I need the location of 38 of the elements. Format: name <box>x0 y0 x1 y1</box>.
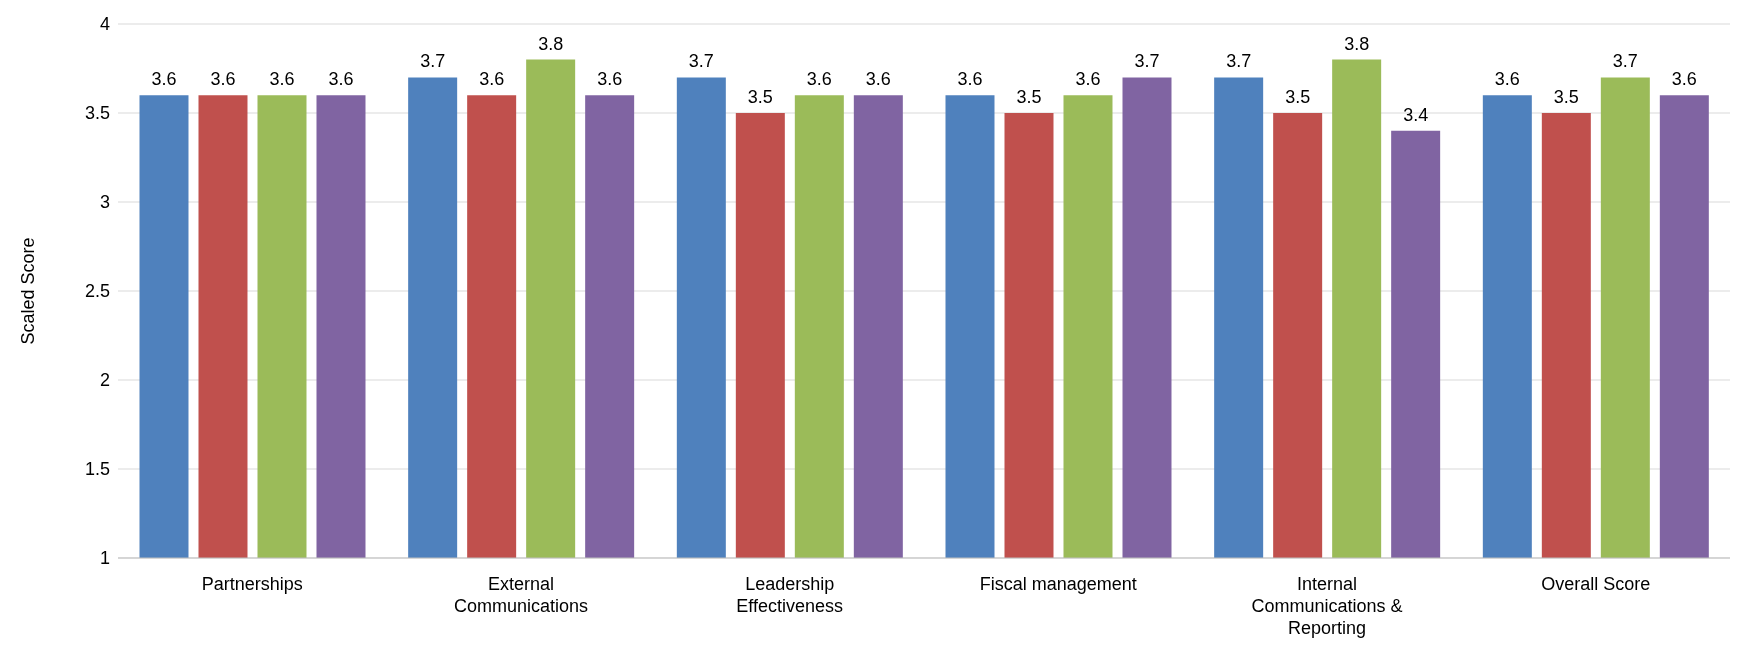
y-axis-title: Scaled Score <box>18 237 39 345</box>
x-tick-label: External Communications <box>453 574 589 616</box>
data-label: 3.6 <box>806 69 832 90</box>
data-label: 3.5 <box>1016 87 1042 107</box>
data-label: 3.6 <box>269 69 295 90</box>
data-label: 3.6 <box>1075 69 1101 90</box>
data-label: 3.7 <box>420 51 446 72</box>
y-tick-label: 3.5 <box>84 103 110 124</box>
data-label: 3.5 <box>1553 87 1579 107</box>
data-label: 3.5 <box>1285 87 1311 107</box>
y-tick-label: 1 <box>99 548 110 569</box>
data-label: 3.6 <box>210 69 236 90</box>
data-label: 3.6 <box>597 69 623 90</box>
y-tick-label: 4 <box>99 14 110 35</box>
x-tick-label: Overall Score <box>1541 574 1651 594</box>
x-tick-label: Leadership Effectiveness <box>736 574 844 616</box>
data-label: 3.8 <box>1344 33 1370 54</box>
data-label: 3.6 <box>328 69 354 90</box>
y-tick-label: 3 <box>99 192 110 213</box>
data-label: 3.8 <box>538 33 564 54</box>
data-label: 3.7 <box>688 51 714 72</box>
data-label: 3.6 <box>957 69 983 90</box>
data-label: 3.7 <box>1612 51 1638 72</box>
y-tick-label: 2 <box>99 370 110 391</box>
data-label: 3.7 <box>1226 51 1252 72</box>
x-tick-label: Partnerships <box>201 574 303 594</box>
data-label: 3.4 <box>1403 104 1429 125</box>
x-tick-label: Fiscal management <box>979 574 1137 594</box>
x-tick-label: Internal Communications & Reporting <box>1251 574 1403 638</box>
data-label: 3.6 <box>479 69 505 90</box>
data-label: 3.6 <box>865 69 891 90</box>
data-label: 3.6 <box>151 69 177 90</box>
data-label: 3.7 <box>1134 51 1160 72</box>
data-label: 3.6 <box>1494 69 1520 90</box>
y-tick-label: 1.5 <box>84 459 110 480</box>
data-label: 3.6 <box>1671 69 1697 90</box>
y-tick-label: 2.5 <box>84 281 110 302</box>
data-label: 3.5 <box>747 87 773 107</box>
